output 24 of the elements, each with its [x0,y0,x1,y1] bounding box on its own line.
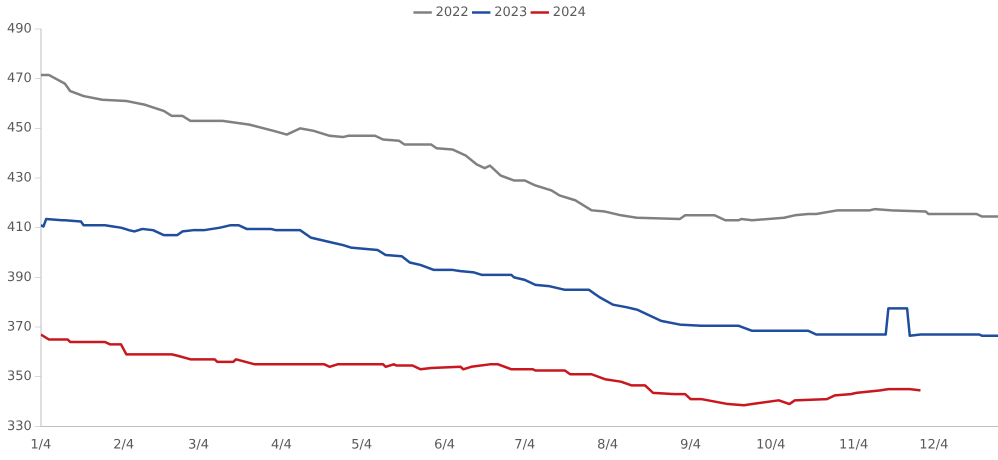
legend-label: 2023 [494,4,528,20]
x-tick-label: 12/4 [919,438,948,453]
legend-label: 2022 [436,4,469,20]
y-tick-label: 410 [6,220,32,236]
x-tick-label: 5/4 [351,438,372,453]
x-tick-label: 7/4 [514,438,536,453]
y-tick-label: 370 [6,319,32,334]
y-tick-label: 390 [6,270,32,285]
y-tick-label: 470 [6,71,32,86]
x-tick-label: 9/4 [680,438,701,453]
x-tick-label: 1/4 [30,438,52,453]
y-tick-label: 430 [6,170,32,186]
y-tick-label: 330 [6,418,32,434]
y-tick-label: 350 [6,369,32,384]
x-tick-label: 3/4 [188,438,210,453]
y-tick-label: 450 [6,120,32,136]
x-tick-label: 10/4 [756,438,786,453]
y-tick-label: 490 [6,21,32,36]
legend-label: 2024 [552,4,586,20]
x-tick-label: 2/4 [113,438,134,453]
x-tick-label: 8/4 [597,438,618,453]
x-tick-label: 6/4 [434,438,456,453]
x-tick-label: 11/4 [839,438,868,453]
x-tick-label: 4/4 [270,438,292,453]
